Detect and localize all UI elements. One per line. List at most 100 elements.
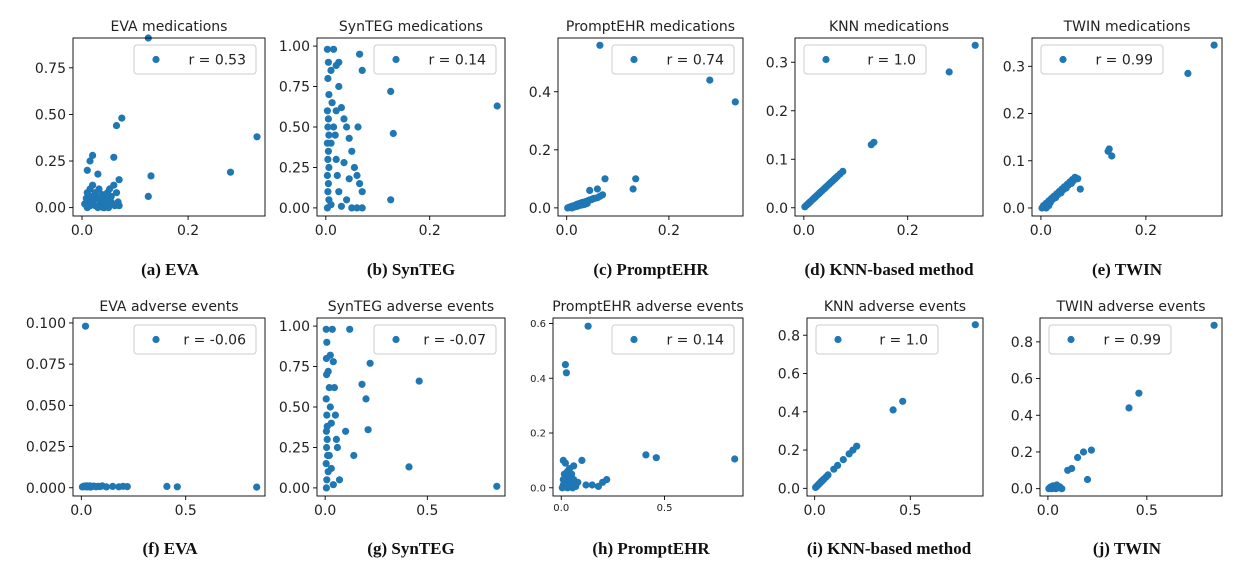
- data-point: [629, 185, 637, 193]
- scatter-points: [81, 34, 261, 212]
- legend: r = -0.07: [373, 324, 497, 355]
- y-tick-label: 0.0: [766, 201, 788, 217]
- legend-marker: [152, 55, 160, 64]
- data-point: [1074, 175, 1082, 183]
- y-tick-label: 0.2: [778, 443, 800, 459]
- data-point: [839, 167, 847, 175]
- data-point: [89, 151, 97, 159]
- y-tick-label: 1.00: [279, 319, 310, 335]
- data-point: [324, 115, 332, 123]
- data-point: [353, 171, 361, 180]
- subfigure-caption: (c) PromptEHR: [593, 260, 709, 279]
- data-point: [324, 188, 332, 196]
- subfigure-caption: (a) EVA: [141, 260, 199, 279]
- data-point: [335, 58, 343, 66]
- data-point: [1210, 321, 1218, 329]
- y-tick-label: 0.1: [1003, 154, 1025, 170]
- data-point: [560, 470, 569, 478]
- data-point: [971, 321, 979, 329]
- data-point: [583, 199, 591, 208]
- y-tick-label: 0.0: [778, 481, 800, 497]
- data-point: [570, 462, 578, 470]
- data-point: [118, 114, 126, 122]
- data-point: [110, 153, 118, 161]
- data-point: [1135, 389, 1143, 397]
- data-point: [1045, 202, 1053, 210]
- axes-frame: [1031, 37, 1223, 217]
- data-point: [323, 107, 331, 115]
- x-tick-label: 0.0: [71, 223, 93, 239]
- data-point: [322, 484, 330, 492]
- axes-frame: [806, 317, 984, 497]
- legend-marker: [630, 335, 638, 344]
- data-point: [253, 483, 261, 491]
- x-tick-label: 0.0: [1037, 503, 1059, 519]
- x-tick-label: 0.5: [1136, 503, 1158, 519]
- data-point: [387, 196, 395, 204]
- data-point: [332, 435, 340, 443]
- y-tick-label: 0.50: [279, 120, 310, 136]
- legend-marker: [822, 55, 830, 64]
- subplot-10: TWIN adverse events 0.0 0.5 0.0 0.2 0.4 0.6 0.8…: [1011, 299, 1223, 558]
- data-point: [1079, 448, 1088, 456]
- subfigure-caption: (j) TWIN: [1093, 539, 1162, 558]
- scatter-points: [323, 45, 501, 212]
- y-tick-label: 0.4: [778, 405, 800, 421]
- data-point: [322, 460, 330, 468]
- y-tick-label: 0.8: [1011, 335, 1033, 351]
- data-point: [322, 325, 330, 333]
- data-point: [353, 204, 361, 212]
- data-point: [89, 181, 97, 189]
- y-tick-label: 0.75: [279, 360, 310, 376]
- data-point: [356, 50, 364, 58]
- y-tick-label: 0.0: [530, 483, 546, 494]
- legend-box: [1048, 324, 1172, 355]
- legend-marker: [392, 335, 400, 344]
- y-tick-label: 0.025: [26, 440, 66, 456]
- y-tick-label: 0.4: [1011, 408, 1033, 424]
- data-point: [366, 359, 374, 367]
- y-tick-label: 0.2: [530, 429, 546, 440]
- legend-label: r = 1.0: [879, 333, 928, 349]
- data-point: [1083, 475, 1092, 484]
- legend-label: r = 0.53: [188, 53, 246, 69]
- y-tick-label: 0.00: [279, 481, 310, 497]
- data-point: [333, 171, 341, 180]
- legend: r = -0.06: [133, 324, 257, 355]
- y-tick-label: 0.100: [26, 316, 66, 332]
- data-point: [115, 202, 123, 210]
- data-point: [568, 470, 576, 478]
- y-tick-label: 0.050: [26, 398, 66, 414]
- data-point: [578, 456, 586, 464]
- data-point: [559, 476, 567, 484]
- data-point: [328, 99, 336, 107]
- data-point: [358, 66, 366, 74]
- data-point: [326, 403, 334, 411]
- data-point: [323, 171, 331, 180]
- data-point: [86, 157, 94, 165]
- data-point: [603, 476, 611, 484]
- subplot-title: KNN medications: [829, 19, 949, 35]
- x-tick-label: 0.5: [175, 503, 197, 519]
- legend-box: [611, 44, 735, 75]
- data-point: [1087, 446, 1095, 454]
- data-point: [328, 325, 336, 333]
- subfigure-caption: (i) KNN-based method: [807, 539, 972, 558]
- data-point: [348, 147, 356, 155]
- subplot-title: TWIN adverse events: [1055, 299, 1205, 315]
- data-point: [323, 411, 331, 419]
- data-point: [340, 159, 348, 167]
- axes-frame: [552, 317, 744, 497]
- axes-frame: [557, 37, 744, 217]
- data-point: [652, 454, 660, 462]
- subfigure-caption: (d) KNN-based method: [804, 260, 974, 279]
- legend-label: r = -0.06: [183, 333, 246, 349]
- data-point: [327, 201, 335, 209]
- y-tick-label: 0.50: [35, 107, 66, 123]
- legend-box: [611, 324, 735, 355]
- data-point: [346, 325, 354, 333]
- data-point: [598, 191, 607, 199]
- data-point: [147, 172, 155, 180]
- legend: r = 0.53: [133, 44, 257, 75]
- data-point: [94, 170, 102, 178]
